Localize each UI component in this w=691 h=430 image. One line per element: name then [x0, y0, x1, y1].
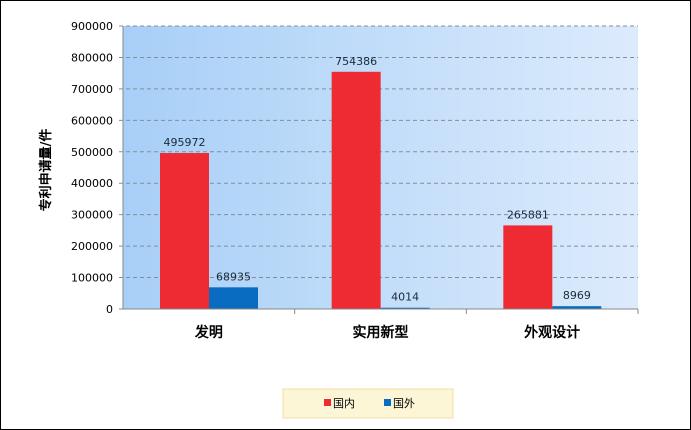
bar-domestic: [503, 225, 553, 309]
legend-label-domestic: 国内: [333, 396, 355, 410]
data-label: 265881: [507, 208, 549, 221]
data-label: 68935: [216, 270, 251, 283]
y-tick-label: 300000: [71, 209, 113, 222]
bar-foreign: [380, 307, 430, 309]
bar-domestic: [331, 71, 381, 310]
data-label: 754386: [335, 55, 377, 68]
data-label: 495972: [164, 136, 206, 149]
bar-foreign: [552, 306, 602, 309]
x-tick-label: 实用新型: [353, 324, 409, 341]
y-tick-label: 500000: [71, 146, 113, 159]
legend-label-foreign: 国外: [393, 397, 415, 410]
y-tick-label: 0: [106, 303, 113, 316]
bar-foreign: [209, 287, 258, 309]
y-tick-label: 100000: [71, 272, 113, 285]
legend: 国内 国外: [282, 388, 454, 419]
y-tick-label: 800000: [71, 51, 113, 64]
data-label: 4014: [391, 291, 419, 304]
y-tick-label: 900000: [71, 20, 113, 33]
legend-swatch-foreign: [384, 399, 391, 406]
y-axis-label: 专利申请量/件: [38, 129, 54, 212]
x-tick-label: 发明: [194, 324, 223, 341]
y-tick-label: 700000: [71, 83, 113, 96]
data-label: 8969: [563, 289, 591, 302]
x-tick-label: 外观设计: [524, 324, 580, 341]
legend-swatch-domestic: [324, 399, 331, 406]
y-tick-label: 600000: [71, 114, 113, 127]
y-tick-label: 400000: [71, 177, 113, 190]
bar-domestic: [160, 153, 209, 309]
y-tick-label: 200000: [71, 240, 113, 253]
